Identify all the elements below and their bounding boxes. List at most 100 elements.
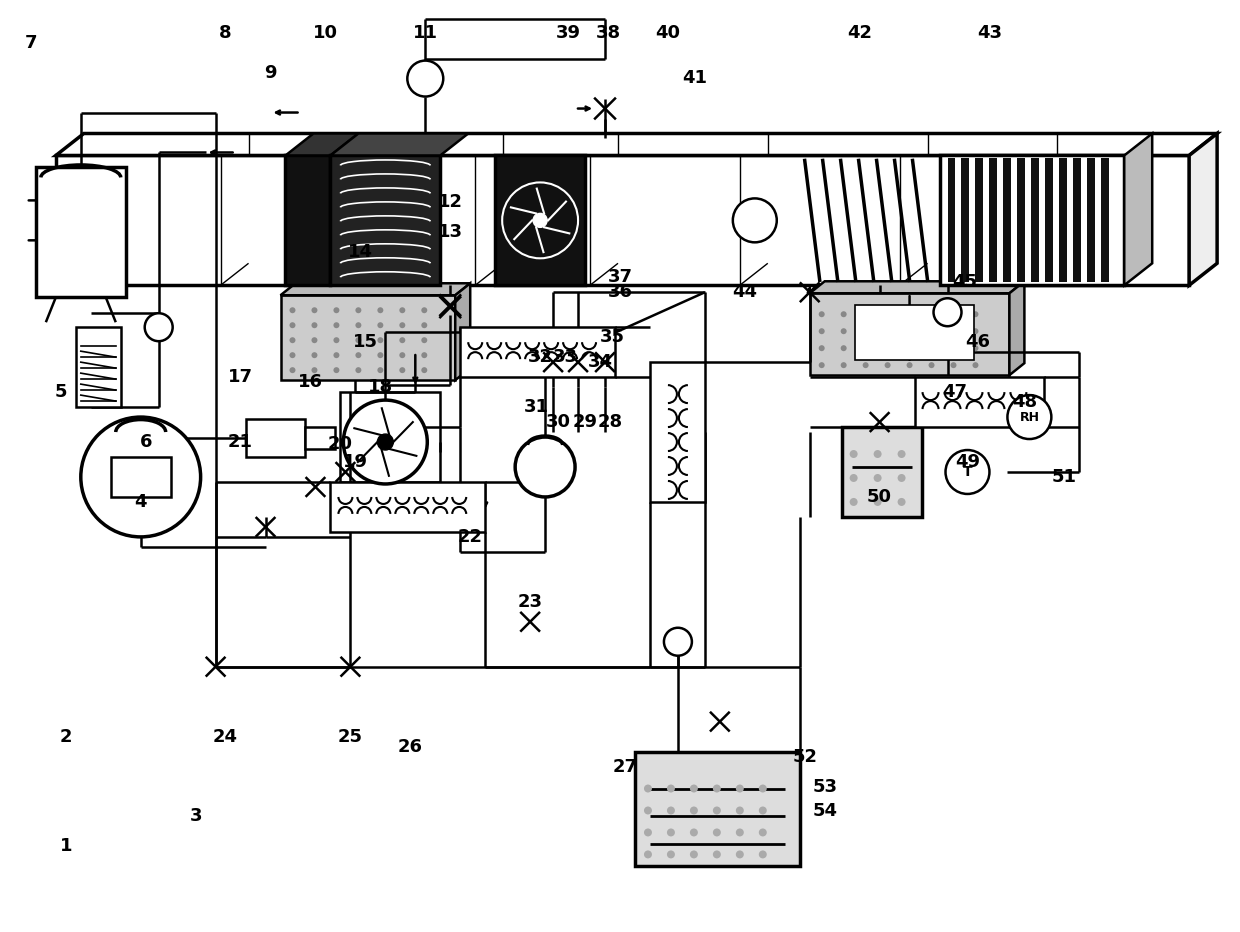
Text: 13: 13 bbox=[438, 224, 463, 241]
Text: 27: 27 bbox=[613, 758, 637, 775]
Polygon shape bbox=[1189, 133, 1218, 285]
Circle shape bbox=[759, 850, 766, 858]
Circle shape bbox=[946, 450, 990, 494]
Bar bbox=[976, 158, 983, 282]
Text: 48: 48 bbox=[1012, 393, 1037, 411]
Bar bbox=[810, 294, 1009, 376]
Bar bbox=[650, 363, 704, 502]
Bar bbox=[1017, 158, 1025, 282]
Circle shape bbox=[759, 829, 766, 836]
Circle shape bbox=[399, 337, 405, 343]
Circle shape bbox=[759, 785, 766, 792]
Circle shape bbox=[818, 328, 825, 335]
Circle shape bbox=[863, 311, 869, 317]
Bar bbox=[1101, 158, 1110, 282]
Polygon shape bbox=[810, 281, 1024, 294]
Text: 52: 52 bbox=[792, 747, 817, 765]
Text: 11: 11 bbox=[413, 23, 438, 42]
Circle shape bbox=[422, 337, 428, 343]
Bar bbox=[1032, 158, 1039, 282]
Bar bbox=[1045, 158, 1053, 282]
Circle shape bbox=[377, 367, 383, 373]
Circle shape bbox=[667, 829, 675, 836]
Circle shape bbox=[689, 785, 698, 792]
Circle shape bbox=[713, 829, 720, 836]
Text: 51: 51 bbox=[1052, 468, 1076, 486]
Text: 15: 15 bbox=[353, 333, 378, 351]
Text: 8: 8 bbox=[219, 23, 232, 42]
Text: 28: 28 bbox=[598, 413, 622, 432]
Circle shape bbox=[356, 337, 361, 343]
Circle shape bbox=[713, 785, 720, 792]
Text: 4: 4 bbox=[134, 493, 148, 511]
Text: 34: 34 bbox=[588, 353, 613, 371]
Circle shape bbox=[863, 363, 869, 368]
Text: 43: 43 bbox=[977, 23, 1002, 42]
Circle shape bbox=[644, 829, 652, 836]
Circle shape bbox=[972, 328, 978, 335]
Text: 42: 42 bbox=[847, 23, 872, 42]
Bar bbox=[915, 377, 1044, 427]
Circle shape bbox=[311, 308, 317, 313]
Circle shape bbox=[81, 418, 201, 537]
Polygon shape bbox=[285, 133, 358, 156]
Circle shape bbox=[644, 850, 652, 858]
Polygon shape bbox=[1009, 281, 1024, 376]
Text: 44: 44 bbox=[733, 283, 758, 301]
Circle shape bbox=[874, 474, 882, 482]
Text: 41: 41 bbox=[682, 69, 707, 87]
Circle shape bbox=[849, 450, 858, 458]
Circle shape bbox=[689, 850, 698, 858]
Circle shape bbox=[399, 367, 405, 373]
Circle shape bbox=[884, 363, 890, 368]
Circle shape bbox=[929, 363, 935, 368]
Circle shape bbox=[841, 363, 847, 368]
Polygon shape bbox=[280, 283, 470, 295]
Text: T: T bbox=[962, 465, 972, 479]
Circle shape bbox=[929, 328, 935, 335]
Circle shape bbox=[735, 806, 744, 815]
Text: 19: 19 bbox=[343, 453, 368, 471]
Circle shape bbox=[533, 213, 547, 227]
Circle shape bbox=[849, 474, 858, 482]
Bar bbox=[854, 306, 975, 360]
Circle shape bbox=[818, 311, 825, 317]
Bar bbox=[635, 751, 800, 867]
Circle shape bbox=[311, 367, 317, 373]
Text: RH: RH bbox=[1019, 411, 1039, 423]
Circle shape bbox=[735, 850, 744, 858]
Circle shape bbox=[644, 785, 652, 792]
Bar bbox=[460, 327, 615, 377]
Circle shape bbox=[377, 352, 383, 358]
Circle shape bbox=[759, 806, 766, 815]
Circle shape bbox=[733, 199, 776, 242]
Circle shape bbox=[399, 352, 405, 358]
Text: 31: 31 bbox=[523, 398, 548, 416]
Circle shape bbox=[311, 322, 317, 328]
Circle shape bbox=[906, 328, 913, 335]
Circle shape bbox=[311, 352, 317, 358]
Circle shape bbox=[906, 311, 913, 317]
Text: 54: 54 bbox=[812, 802, 837, 820]
Circle shape bbox=[399, 322, 405, 328]
Text: 17: 17 bbox=[228, 368, 253, 386]
Text: 53: 53 bbox=[812, 777, 837, 796]
Text: 39: 39 bbox=[556, 23, 580, 42]
Circle shape bbox=[934, 298, 961, 326]
Circle shape bbox=[951, 363, 956, 368]
Circle shape bbox=[874, 450, 882, 458]
Circle shape bbox=[356, 352, 361, 358]
Bar bbox=[110, 457, 171, 497]
Bar bbox=[1087, 158, 1095, 282]
Circle shape bbox=[356, 308, 361, 313]
Circle shape bbox=[884, 345, 890, 351]
Text: 9: 9 bbox=[264, 63, 277, 82]
Polygon shape bbox=[455, 283, 470, 380]
Circle shape bbox=[884, 328, 890, 335]
Text: 30: 30 bbox=[546, 413, 570, 432]
Circle shape bbox=[929, 345, 935, 351]
Text: 49: 49 bbox=[955, 453, 980, 471]
Text: 6: 6 bbox=[139, 433, 153, 451]
Text: 14: 14 bbox=[348, 243, 373, 261]
Circle shape bbox=[874, 498, 882, 506]
